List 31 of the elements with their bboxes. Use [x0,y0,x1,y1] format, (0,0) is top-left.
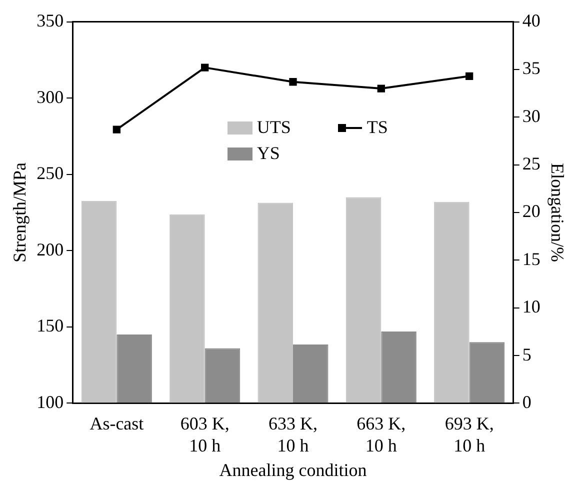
legend-label: TS [366,117,388,138]
y2-tick-label: 20 [522,201,540,222]
point [289,78,297,86]
y2-tick-label: 35 [522,58,540,78]
y-tick-label: 300 [36,86,64,107]
x-tick-label: 633 K, 10 h [268,414,318,456]
legend-label: UTS [256,117,291,138]
x-axis-title: Annealing condition [219,460,367,480]
y-tick-label: 350 [36,10,64,31]
x-tick-label: 693 K, 10 h [444,414,494,456]
y-tick-label: 100 [36,392,64,412]
point [465,72,474,80]
y2-tick-label: 5 [522,344,532,364]
y-axis-title: Strength/MPa [10,162,30,263]
point [112,126,121,134]
legend-label: YS [256,143,280,164]
y2-tick-label: 15 [522,248,540,269]
y-tick-label: 200 [36,239,64,260]
x-tick-label: 663 K, 10 h [356,414,406,456]
y-tick-label: 250 [36,163,64,184]
y2-axis-title: Elongation/% [547,163,568,262]
y2-tick-label: 40 [522,10,540,31]
y-tick-label: 150 [36,316,64,336]
y2-tick-label: 30 [522,106,540,126]
x-tick-label: 603 K, 10 h [180,414,230,456]
point [377,84,385,92]
x-tick-label: As-cast [90,414,144,434]
y2-tick-label: 0 [522,392,532,412]
point [201,64,209,72]
y2-tick-label: 10 [522,296,540,317]
y2-tick-label: 25 [522,154,540,174]
